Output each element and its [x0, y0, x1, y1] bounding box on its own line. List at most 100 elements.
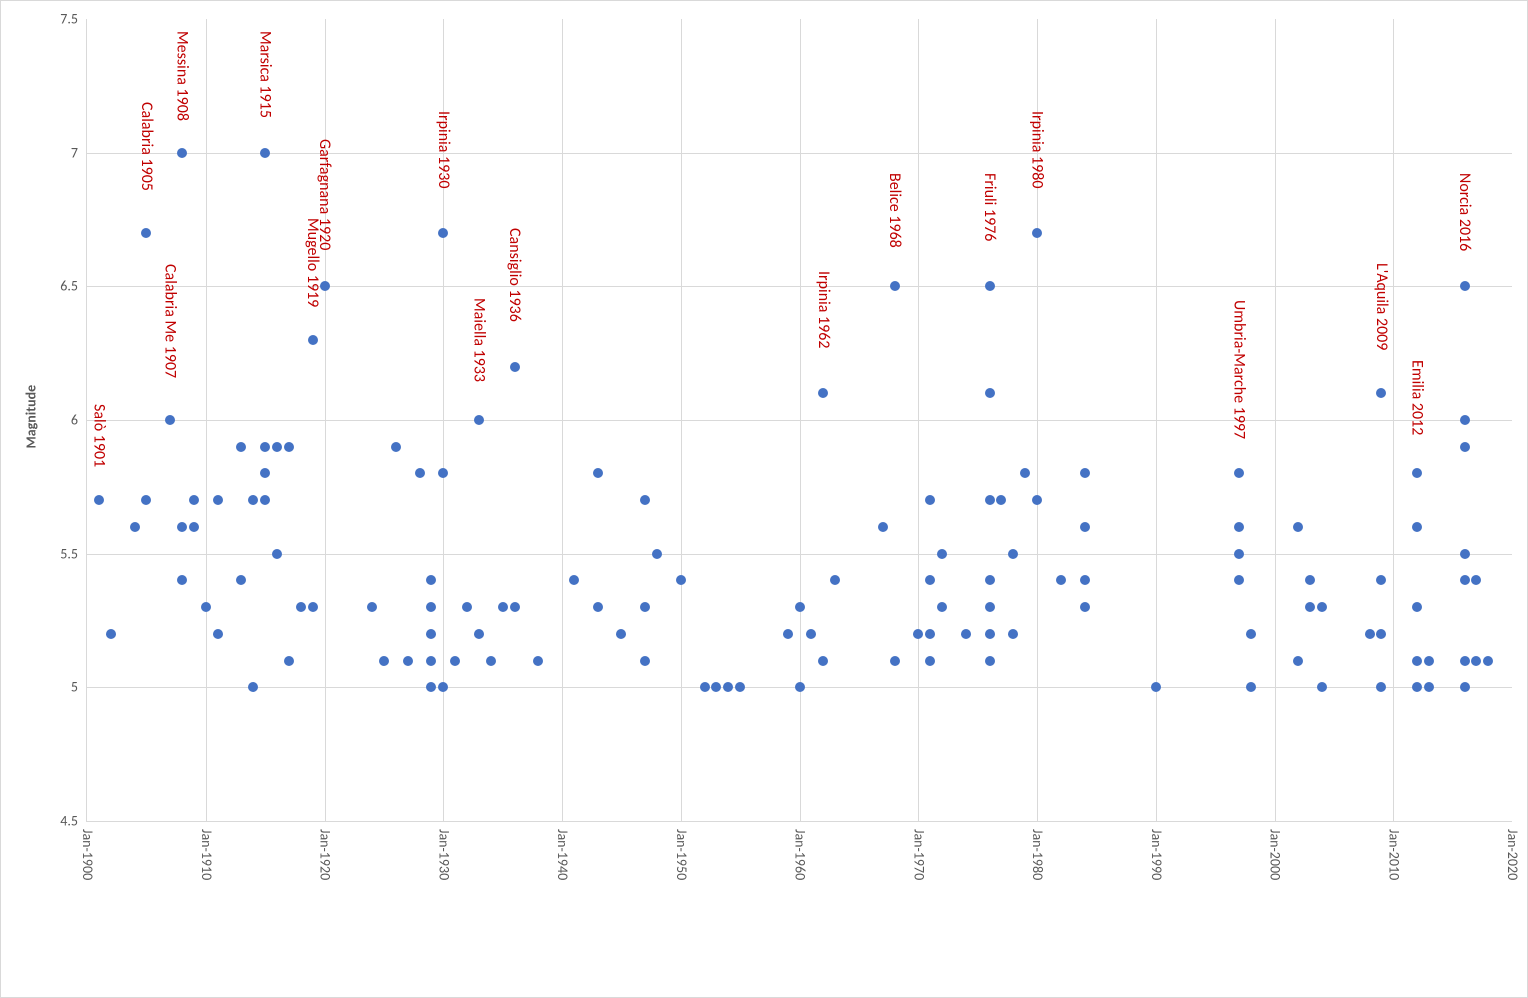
data-point: [415, 468, 425, 478]
data-point: [1234, 468, 1244, 478]
data-point: [1080, 602, 1090, 612]
data-point: [1293, 522, 1303, 532]
data-point: [165, 415, 175, 425]
gridline-vertical: [681, 19, 682, 821]
data-point: [474, 629, 484, 639]
data-point: [510, 602, 520, 612]
x-tick-label: Jan-2020: [1504, 829, 1521, 880]
data-point: [248, 682, 258, 692]
data-point: [272, 549, 282, 559]
data-point: [533, 656, 543, 666]
data-point: [985, 495, 995, 505]
y-tick-label: 7: [46, 144, 78, 161]
data-point: [640, 495, 650, 505]
data-point: [830, 575, 840, 585]
x-tick-label: Jan-2000: [1267, 829, 1284, 880]
data-point: [177, 575, 187, 585]
data-point: [1020, 468, 1030, 478]
data-point: [878, 522, 888, 532]
data-point: [783, 629, 793, 639]
data-point: [795, 602, 805, 612]
annotation-label: Calabria 1905: [137, 102, 156, 191]
annotation-label: Maiella 1933: [469, 298, 488, 382]
x-tick-label: Jan-1910: [198, 829, 215, 880]
data-point: [676, 575, 686, 585]
data-point: [1376, 575, 1386, 585]
annotation-label: Salò 1901: [89, 404, 108, 467]
gridline-vertical: [1393, 19, 1394, 821]
data-point: [260, 468, 270, 478]
data-point: [711, 682, 721, 692]
data-point: [236, 442, 246, 452]
data-point: [213, 495, 223, 505]
data-point: [438, 228, 448, 238]
x-tick-label: Jan-2010: [1385, 829, 1402, 880]
data-point: [177, 522, 187, 532]
data-point: [985, 629, 995, 639]
data-point: [1080, 575, 1090, 585]
data-point: [450, 656, 460, 666]
data-point: [272, 442, 282, 452]
data-point: [593, 468, 603, 478]
data-point: [1460, 682, 1470, 692]
data-point: [130, 522, 140, 532]
data-point: [1317, 682, 1327, 692]
gridline-vertical: [1156, 19, 1157, 821]
data-point: [438, 468, 448, 478]
annotation-label: Calabria Me 1907: [161, 264, 180, 378]
data-point: [201, 602, 211, 612]
data-point: [890, 281, 900, 291]
data-point: [1365, 629, 1375, 639]
data-point: [236, 575, 246, 585]
data-point: [806, 629, 816, 639]
data-point: [652, 549, 662, 559]
annotation-label: Emilia 2012: [1408, 360, 1427, 435]
data-point: [308, 335, 318, 345]
data-point: [1056, 575, 1066, 585]
data-point: [985, 602, 995, 612]
plot-area: Salò 1901 Calabria 1905 Calabria Me 1907 Me…: [86, 19, 1512, 822]
data-point: [1234, 575, 1244, 585]
data-point: [213, 629, 223, 639]
annotation-label: Messina 1908: [173, 31, 192, 121]
gridline-vertical: [1275, 19, 1276, 821]
data-point: [367, 602, 377, 612]
gridline-vertical: [800, 19, 801, 821]
data-point: [1234, 522, 1244, 532]
x-tick-label: Jan-1990: [1148, 829, 1165, 880]
data-point: [1460, 281, 1470, 291]
data-point: [426, 629, 436, 639]
data-point: [248, 495, 258, 505]
data-point: [106, 629, 116, 639]
data-point: [735, 682, 745, 692]
data-point: [1460, 549, 1470, 559]
x-tick-label: Jan-1930: [435, 829, 452, 880]
data-point: [1460, 575, 1470, 585]
data-point: [640, 602, 650, 612]
data-point: [1376, 388, 1386, 398]
data-point: [795, 682, 805, 692]
data-point: [1471, 575, 1481, 585]
data-point: [391, 442, 401, 452]
y-tick-label: 6.5: [46, 278, 78, 295]
data-point: [1412, 682, 1422, 692]
annotation-label: Norcia 2016: [1455, 173, 1474, 251]
data-point: [996, 495, 1006, 505]
data-point: [94, 495, 104, 505]
data-point: [1008, 549, 1018, 559]
y-axis-label: Magnitude: [23, 389, 40, 449]
data-point: [1293, 656, 1303, 666]
data-point: [1151, 682, 1161, 692]
data-point: [937, 549, 947, 559]
data-point: [1424, 682, 1434, 692]
data-point: [925, 656, 935, 666]
data-point: [1412, 468, 1422, 478]
scatter-chart: Salò 1901 Calabria 1905 Calabria Me 1907 Me…: [0, 0, 1528, 998]
data-point: [141, 228, 151, 238]
data-point: [1471, 656, 1481, 666]
gridline-vertical: [206, 19, 207, 821]
data-point: [296, 602, 306, 612]
data-point: [925, 575, 935, 585]
x-tick-label: Jan-1950: [673, 829, 690, 880]
data-point: [925, 629, 935, 639]
